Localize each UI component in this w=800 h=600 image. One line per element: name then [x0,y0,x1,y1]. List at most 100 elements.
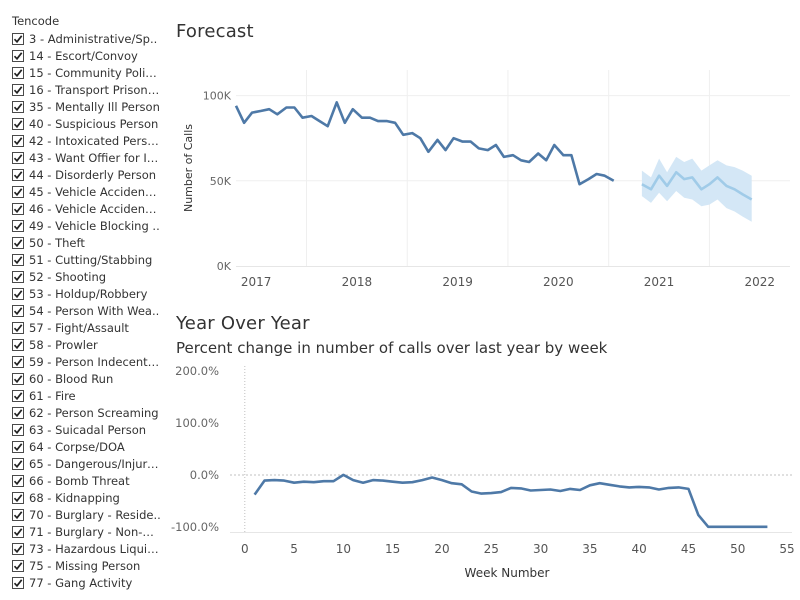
y-tick-label: -100.0% [171,520,219,534]
checkmark-icon [13,102,23,111]
filter-item[interactable]: 53 - Holdup/Robbery [12,285,168,302]
filter-item[interactable]: 3 - Administrative/Sp.. [12,30,168,47]
filter-item[interactable]: 52 - Shooting [12,268,168,285]
filter-item[interactable]: 43 - Want Offier for In.. [12,149,168,166]
checkbox[interactable] [12,542,24,555]
checkbox[interactable] [12,151,24,164]
checkbox[interactable] [12,491,24,504]
filter-item[interactable]: 54 - Person With Wea.. [12,302,168,319]
filter-item[interactable]: 63 - Suicadal Person [12,421,168,438]
filter-item[interactable]: 65 - Dangerous/Injure.. [12,455,168,472]
checkmark-icon [13,408,23,417]
checkbox[interactable] [12,185,24,198]
filter-item[interactable]: 71 - Burglary - Non-Re.. [12,523,168,540]
forecast-confidence-band [641,156,752,222]
filter-item[interactable]: 46 - Vehicle Accident - .. [12,200,168,217]
checkbox[interactable] [12,576,24,589]
y-tick-label: 200.0% [175,364,219,378]
filter-item-label: 73 - Hazardous Liquid/.. [29,541,161,556]
checkbox[interactable] [12,406,24,419]
filter-item-label: 71 - Burglary - Non-Re.. [29,524,161,539]
filter-item-label: 57 - Fight/Assault [29,320,129,335]
filter-item-label: 62 - Person Screaming [29,405,159,420]
filter-item[interactable]: 15 - Community Polici.. [12,64,168,81]
checkbox[interactable] [12,236,24,249]
checkbox[interactable] [12,219,24,232]
x-tick-label: 55 [779,542,794,556]
filter-item[interactable]: 59 - Person Indecently.. [12,353,168,370]
checkbox[interactable] [12,66,24,79]
checkmark-icon [13,272,23,281]
checkmark-icon [13,323,23,332]
filter-item[interactable]: 57 - Fight/Assault [12,319,168,336]
filter-item[interactable]: 35 - Mentally Ill Person [12,98,168,115]
checkbox[interactable] [12,253,24,266]
filter-item[interactable]: 75 - Missing Person [12,557,168,574]
checkbox[interactable] [12,202,24,215]
filter-item[interactable]: 44 - Disorderly Person [12,166,168,183]
checkbox[interactable] [12,270,24,283]
checkbox[interactable] [12,49,24,62]
x-tick-label: 15 [385,542,400,556]
checkbox[interactable] [12,355,24,368]
checkbox[interactable] [12,134,24,147]
checkmark-icon [13,561,23,570]
checkbox[interactable] [12,389,24,402]
filter-list: 3 - Administrative/Sp.. 14 - Escort/Convo… [12,30,168,591]
checkbox[interactable] [12,304,24,317]
filter-item[interactable]: 51 - Cutting/Stabbing [12,251,168,268]
checkbox[interactable] [12,32,24,45]
x-tick-label: 2019 [442,275,473,289]
filter-item[interactable]: 66 - Bomb Threat [12,472,168,489]
filter-item[interactable]: 45 - Vehicle Accident - .. [12,183,168,200]
filter-item[interactable]: 68 - Kidnapping [12,489,168,506]
checkbox[interactable] [12,474,24,487]
yoy-subtitle: Percent change in number of calls over l… [176,339,608,357]
checkmark-icon [13,51,23,60]
checkbox[interactable] [12,525,24,538]
filter-item-label: 77 - Gang Activity [29,575,133,590]
checkbox[interactable] [12,117,24,130]
checkbox[interactable] [12,338,24,351]
filter-item[interactable]: 58 - Prowler [12,336,168,353]
x-tick-label: 35 [582,542,597,556]
filter-item[interactable]: 60 - Blood Run [12,370,168,387]
checkbox[interactable] [12,321,24,334]
checkbox[interactable] [12,83,24,96]
checkbox[interactable] [12,372,24,385]
checkbox[interactable] [12,440,24,453]
x-tick-label: 2020 [543,275,574,289]
y-tick-label: 0K [217,260,232,273]
checkmark-icon [13,289,23,298]
filter-item[interactable]: 70 - Burglary - Reside.. [12,506,168,523]
checkbox[interactable] [12,168,24,181]
checkmark-icon [13,357,23,366]
filter-item[interactable]: 16 - Transport Prisone.. [12,81,168,98]
filter-item-label: 68 - Kidnapping [29,490,120,505]
filter-item[interactable]: 62 - Person Screaming [12,404,168,421]
checkmark-icon [13,578,23,587]
filter-item[interactable]: 73 - Hazardous Liquid/.. [12,540,168,557]
filter-item-label: 66 - Bomb Threat [29,473,130,488]
filter-item[interactable]: 49 - Vehicle Blocking .. [12,217,168,234]
checkbox[interactable] [12,508,24,521]
x-axis-label: Week Number [465,566,550,580]
checkmark-icon [13,340,23,349]
checkmark-icon [13,238,23,247]
actual-calls-line [234,101,615,186]
x-tick-label: 20 [434,542,449,556]
filter-item[interactable]: 40 - Suspicious Person [12,115,168,132]
filter-item[interactable]: 61 - Fire [12,387,168,404]
filter-item[interactable]: 42 - Intoxicated Person [12,132,168,149]
filter-item[interactable]: 77 - Gang Activity [12,574,168,591]
checkbox[interactable] [12,423,24,436]
checkbox[interactable] [12,559,24,572]
filter-item[interactable]: 64 - Corpse/DOA [12,438,168,455]
filter-item[interactable]: 14 - Escort/Convoy [12,47,168,64]
checkbox[interactable] [12,457,24,470]
x-tick-label: 0 [241,542,249,556]
checkmark-icon [13,153,23,162]
checkbox[interactable] [12,287,24,300]
checkbox[interactable] [12,100,24,113]
filter-item[interactable]: 50 - Theft [12,234,168,251]
